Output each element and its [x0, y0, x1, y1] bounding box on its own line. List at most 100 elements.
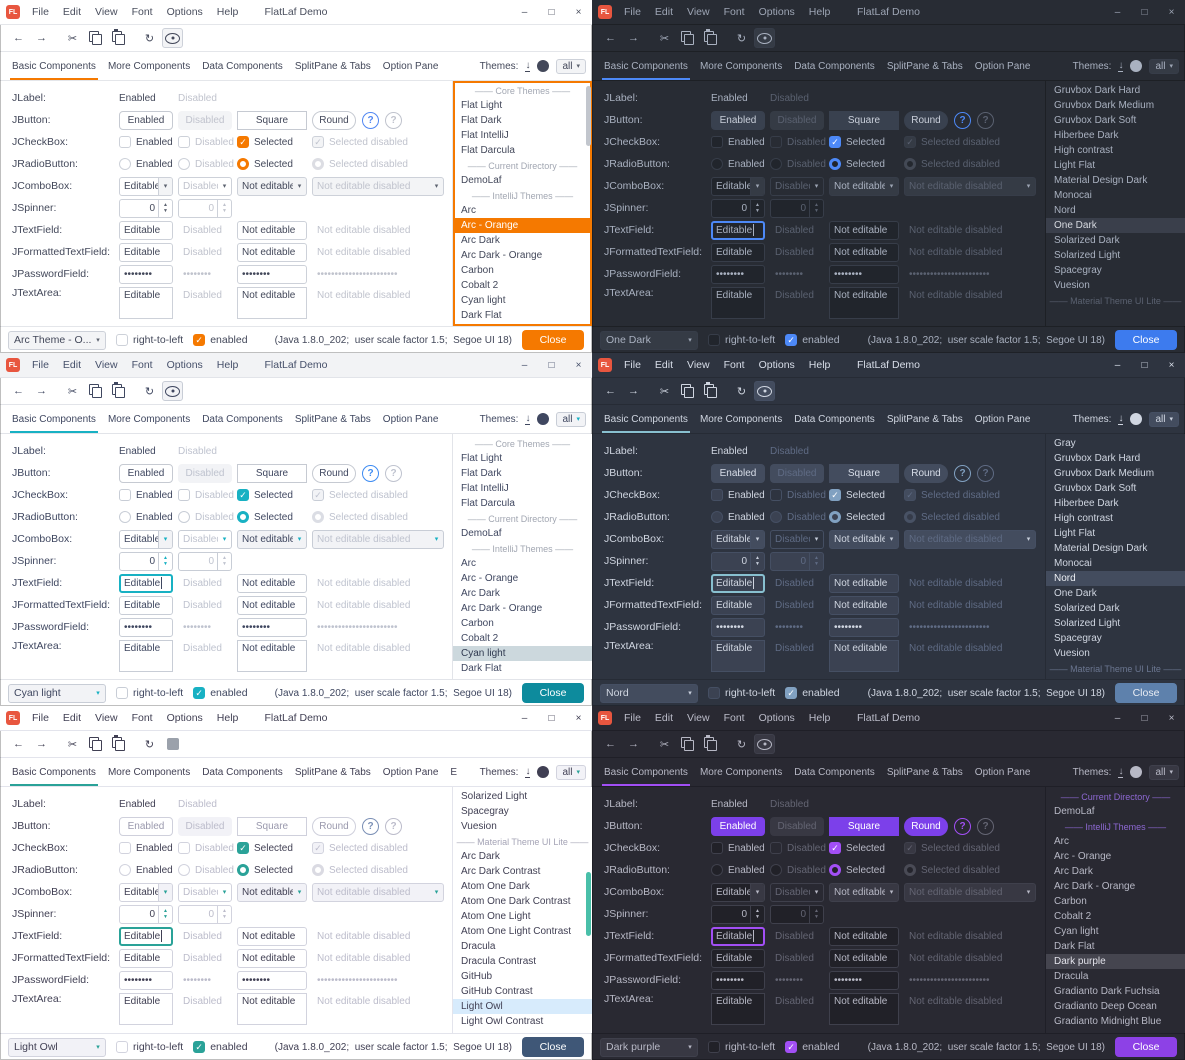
text-field[interactable]: Not editable — [237, 573, 307, 593]
theme-item[interactable]: Gruvbox Dark Soft — [1054, 483, 1137, 494]
theme-item[interactable]: Flat IntelliJ — [461, 130, 509, 141]
text-field[interactable]: ••••••••••••••••••••••• — [909, 621, 990, 633]
text-area[interactable]: Disabled — [775, 643, 814, 654]
help-button[interactable]: ? — [954, 817, 971, 835]
radio-sel[interactable]: Selected — [237, 158, 293, 170]
theme-item[interactable]: Flat Darcula — [461, 498, 515, 509]
help-button[interactable]: ? — [385, 111, 402, 129]
scrollbar[interactable] — [586, 437, 591, 676]
menu-options[interactable]: Options — [758, 712, 795, 724]
menu-file[interactable]: File — [32, 6, 49, 18]
text-area[interactable]: Editable — [711, 287, 765, 319]
menu-font[interactable]: Font — [131, 712, 153, 724]
menu-font[interactable]: Font — [723, 6, 745, 18]
radio-enabled[interactable]: Enabled — [119, 158, 173, 170]
combobox[interactable]: Editable ▾ — [119, 176, 173, 196]
theme-item[interactable]: Hiberbee Dark — [1054, 498, 1119, 509]
text-field[interactable]: Not editable — [829, 926, 899, 946]
text-field[interactable]: •••••••• — [775, 268, 804, 280]
spinner[interactable]: 0 ▲ ▼ — [178, 551, 232, 571]
text-area[interactable]: Not editable disabled — [909, 290, 1003, 301]
radio-dis[interactable]: Disabled — [178, 864, 234, 876]
tab-splitpane-tabs[interactable]: SplitPane & Tabs — [294, 766, 371, 778]
radio-enabled[interactable]: Enabled — [711, 511, 765, 523]
copy-icon[interactable] — [677, 734, 698, 754]
theme-item[interactable]: Dracula Contrast — [461, 956, 537, 967]
tab-data-components[interactable]: Data Components — [794, 60, 875, 72]
theme-item[interactable]: Arc - Orange — [1054, 851, 1112, 862]
scrollbar[interactable] — [1179, 437, 1184, 676]
checkbox-dis[interactable]: Disabled — [770, 489, 826, 501]
help-button[interactable]: ? — [385, 464, 402, 482]
enabled-button[interactable]: Enabled — [119, 816, 173, 836]
text-area[interactable]: Not editable disabled — [317, 643, 411, 654]
checkbox-sel[interactable]: ✓ Selected — [237, 136, 293, 148]
help-button[interactable]: ? — [977, 111, 994, 129]
theme-item[interactable]: Gradianto Deep Ocean — [1054, 1001, 1157, 1012]
theme-combobox[interactable]: Cyan light ▾ — [8, 683, 106, 703]
right-to-left-checkbox[interactable]: right-to-left — [708, 1041, 775, 1053]
menu-file[interactable]: File — [32, 359, 49, 371]
paste-icon[interactable] — [108, 381, 129, 401]
theme-item[interactable]: Atom One Light Contrast — [461, 926, 572, 937]
minimize-button[interactable]: – — [521, 6, 528, 18]
text-field[interactable]: Disabled — [775, 930, 814, 942]
text-area[interactable]: Disabled — [183, 290, 222, 301]
text-field[interactable]: •••••••• — [237, 264, 307, 284]
radio-enabled[interactable]: Enabled — [119, 864, 173, 876]
menu-options[interactable]: Options — [166, 712, 203, 724]
radio-seldis[interactable]: Selected disabled — [904, 511, 1000, 523]
theme-combobox[interactable]: Arc Theme - O... ▾ — [8, 330, 106, 350]
copy-icon[interactable] — [85, 381, 106, 401]
round-button[interactable]: Round — [904, 463, 948, 483]
text-area[interactable]: Editable — [711, 640, 765, 672]
close-button[interactable]: Close — [522, 683, 584, 703]
theme-item[interactable]: Arc Dark - Orange — [461, 603, 543, 614]
cut-icon[interactable]: ✂ — [67, 32, 78, 45]
tab-basic-components[interactable]: Basic Components — [598, 758, 694, 786]
text-field[interactable]: Not editable — [237, 220, 307, 240]
theme-item[interactable]: Flat Dark — [461, 115, 502, 126]
maximize-button[interactable]: □ — [1141, 359, 1148, 371]
forward-icon[interactable]: → — [628, 385, 639, 397]
enabled-checkbox[interactable]: ✓ enabled — [193, 1041, 248, 1053]
theme-item[interactable]: Flat Light — [461, 453, 503, 464]
enabled-checkbox[interactable]: ✓ enabled — [785, 687, 840, 699]
menu-view[interactable]: View — [687, 359, 710, 371]
download-icon[interactable]: ↓ — [1118, 765, 1124, 778]
combobox[interactable]: Disabled ▾ — [770, 176, 824, 196]
checkbox-enabled[interactable]: Enabled — [119, 489, 173, 501]
back-icon[interactable]: ← — [605, 385, 616, 397]
theme-item[interactable]: Material Design Dark — [1054, 543, 1148, 554]
radio-sel[interactable]: Selected — [829, 864, 885, 876]
text-field[interactable]: Not editable — [829, 220, 899, 240]
tab-basic-components[interactable]: Basic Components — [6, 52, 102, 80]
combobox[interactable]: Not editable disabled ▾ — [904, 176, 1036, 196]
forward-icon[interactable]: → — [36, 385, 47, 397]
radio-dis[interactable]: Disabled — [770, 864, 826, 876]
spinner[interactable]: 0 ▲ ▼ — [119, 551, 173, 571]
menu-file[interactable]: File — [624, 359, 641, 371]
text-field[interactable]: •••••••• — [711, 970, 765, 990]
refresh-icon[interactable]: ↻ — [144, 385, 155, 398]
copy-icon[interactable] — [677, 28, 698, 48]
text-area[interactable]: Not editable disabled — [317, 290, 411, 301]
text-area[interactable]: Editable — [711, 993, 765, 1025]
theme-item[interactable]: Carbon — [461, 618, 494, 629]
theme-item[interactable]: Gradianto Midnight Blue — [1054, 1016, 1162, 1027]
show-hidden-toggle-button[interactable] — [162, 734, 183, 754]
theme-filter-combobox[interactable]: all ▾ — [556, 411, 586, 427]
cut-icon[interactable]: ✂ — [659, 738, 670, 751]
square-button[interactable]: Square — [237, 110, 307, 130]
theme-item[interactable]: Arc - Orange — [461, 573, 519, 584]
round-button[interactable]: Round — [312, 110, 356, 130]
paste-icon[interactable] — [108, 28, 129, 48]
maximize-button[interactable]: □ — [548, 359, 555, 371]
text-field[interactable]: Disabled — [183, 952, 222, 964]
combobox[interactable]: Not editable disabled ▾ — [312, 882, 444, 902]
text-field[interactable]: Not editable — [237, 242, 307, 262]
theme-item[interactable]: Dracula — [1054, 971, 1089, 982]
theme-item[interactable]: Atom One Light — [461, 911, 531, 922]
copy-icon[interactable] — [85, 734, 106, 754]
text-field[interactable]: Editable — [711, 595, 765, 615]
